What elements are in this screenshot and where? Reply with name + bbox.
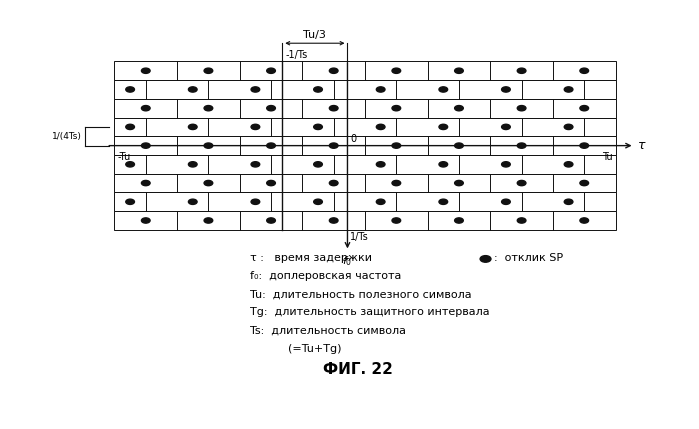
Circle shape — [141, 143, 150, 148]
Text: Ts:  длительность символа: Ts: длительность символа — [250, 326, 406, 335]
Text: :  отклик SP: : отклик SP — [493, 253, 563, 263]
Circle shape — [329, 68, 338, 73]
Circle shape — [439, 87, 447, 92]
Circle shape — [251, 87, 260, 92]
Circle shape — [204, 218, 212, 223]
Text: $\tau$: $\tau$ — [637, 139, 647, 152]
Circle shape — [204, 68, 212, 73]
Circle shape — [454, 68, 463, 73]
Circle shape — [439, 199, 447, 205]
Bar — [115, 174, 616, 193]
Circle shape — [517, 181, 526, 186]
Circle shape — [517, 106, 526, 111]
Circle shape — [204, 143, 212, 148]
Circle shape — [126, 124, 134, 130]
Circle shape — [267, 181, 275, 186]
Text: (=Tu+Tg): (=Tu+Tg) — [288, 344, 341, 354]
Circle shape — [580, 218, 589, 223]
Circle shape — [204, 181, 212, 186]
Circle shape — [564, 162, 573, 167]
Circle shape — [502, 199, 510, 205]
Circle shape — [454, 181, 463, 186]
Circle shape — [141, 68, 150, 73]
Text: f₀:  доплеровская частота: f₀: доплеровская частота — [250, 271, 401, 281]
Circle shape — [480, 256, 491, 262]
Circle shape — [329, 181, 338, 186]
Circle shape — [189, 124, 197, 130]
Circle shape — [454, 218, 463, 223]
Text: Tu:  длительность полезного символа: Tu: длительность полезного символа — [250, 289, 472, 299]
Circle shape — [392, 218, 401, 223]
Circle shape — [392, 181, 401, 186]
Circle shape — [502, 87, 510, 92]
Bar — [115, 118, 616, 136]
Circle shape — [267, 68, 275, 73]
Circle shape — [204, 106, 212, 111]
Circle shape — [392, 68, 401, 73]
Circle shape — [267, 106, 275, 111]
Circle shape — [564, 199, 573, 205]
Circle shape — [141, 106, 150, 111]
Circle shape — [392, 106, 401, 111]
Text: Tg:  длительность защитного интервала: Tg: длительность защитного интервала — [250, 308, 489, 317]
Bar — [115, 136, 616, 155]
Circle shape — [439, 124, 447, 130]
Circle shape — [392, 143, 401, 148]
Text: 0: 0 — [350, 134, 356, 144]
Bar — [115, 99, 616, 118]
Text: ФИГ. 22: ФИГ. 22 — [324, 362, 393, 377]
Text: τ :   время задержки: τ : время задержки — [250, 253, 372, 263]
Circle shape — [141, 181, 150, 186]
Circle shape — [314, 199, 322, 205]
Circle shape — [564, 87, 573, 92]
Circle shape — [189, 87, 197, 92]
Circle shape — [141, 218, 150, 223]
Text: Tu/3: Tu/3 — [303, 30, 326, 40]
Circle shape — [314, 124, 322, 130]
Text: 1/(4Ts): 1/(4Ts) — [52, 132, 82, 141]
Text: -Tu: -Tu — [117, 152, 131, 162]
Circle shape — [314, 162, 322, 167]
Circle shape — [251, 199, 260, 205]
Bar — [115, 211, 616, 230]
Bar — [115, 61, 616, 80]
Circle shape — [454, 143, 463, 148]
Circle shape — [251, 162, 260, 167]
Circle shape — [502, 162, 510, 167]
Circle shape — [439, 162, 447, 167]
Circle shape — [580, 181, 589, 186]
Circle shape — [267, 218, 275, 223]
Text: 1/Ts: 1/Ts — [350, 232, 369, 242]
Text: -1/Ts: -1/Ts — [285, 50, 308, 60]
Circle shape — [376, 87, 385, 92]
Circle shape — [329, 218, 338, 223]
Circle shape — [251, 124, 260, 130]
Circle shape — [126, 87, 134, 92]
Circle shape — [454, 106, 463, 111]
Circle shape — [126, 162, 134, 167]
Circle shape — [517, 68, 526, 73]
Circle shape — [189, 199, 197, 205]
Circle shape — [126, 199, 134, 205]
Circle shape — [580, 106, 589, 111]
Circle shape — [376, 124, 385, 130]
Circle shape — [329, 106, 338, 111]
Circle shape — [376, 199, 385, 205]
Circle shape — [376, 162, 385, 167]
Circle shape — [502, 124, 510, 130]
Bar — [115, 80, 616, 99]
Circle shape — [564, 124, 573, 130]
Circle shape — [580, 143, 589, 148]
Circle shape — [267, 143, 275, 148]
Circle shape — [189, 162, 197, 167]
Circle shape — [580, 68, 589, 73]
Bar — [115, 155, 616, 174]
Circle shape — [314, 87, 322, 92]
Circle shape — [517, 218, 526, 223]
Text: $f_0$: $f_0$ — [343, 255, 352, 269]
Text: Tu: Tu — [603, 152, 613, 162]
Circle shape — [517, 143, 526, 148]
Bar — [115, 193, 616, 211]
Circle shape — [329, 143, 338, 148]
